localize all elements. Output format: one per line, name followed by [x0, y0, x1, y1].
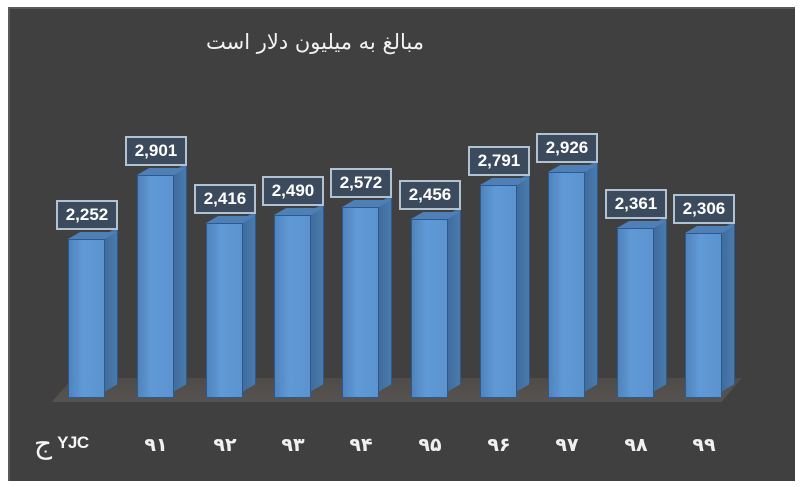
bar: [617, 215, 669, 398]
bar-front-face: [548, 172, 585, 398]
bar-front-face: [617, 228, 654, 398]
logo-text: YJC: [57, 433, 89, 452]
bar: [342, 194, 394, 398]
bar: [685, 220, 737, 398]
bar-front-face: [480, 185, 517, 398]
bar-side-face: [242, 210, 256, 392]
x-axis-label: ۹۲: [213, 434, 237, 456]
x-axis-label: ۹۶: [487, 434, 511, 456]
bar: [548, 159, 600, 398]
bar-side-face: [104, 226, 118, 392]
bar-side-face: [584, 159, 598, 392]
bar: [411, 206, 463, 398]
bar-front-face: [274, 215, 311, 398]
bar-front-face: [411, 219, 448, 398]
x-axis-label: ۹۴: [349, 434, 373, 456]
value-label: 2,416: [194, 184, 256, 214]
bar-side-face: [378, 194, 392, 392]
value-label: 2,306: [673, 194, 735, 224]
value-label: 2,901: [125, 136, 187, 166]
bar: [206, 210, 258, 398]
value-label: 2,361: [605, 189, 667, 219]
bar-front-face: [685, 233, 722, 398]
value-label: 2,456: [399, 180, 461, 210]
chart-title: مبالغ به میلیون دلار است: [205, 30, 425, 54]
bar-side-face: [653, 215, 667, 392]
bar-front-face: [342, 207, 379, 398]
bar-front-face: [137, 175, 174, 398]
bar: [274, 202, 326, 398]
x-axis-label: ۹۵: [418, 434, 442, 456]
bar: [68, 226, 120, 398]
x-axis-label: ۹۱: [144, 434, 168, 456]
bar-side-face: [721, 220, 735, 392]
bar-front-face: [206, 223, 243, 398]
bar-side-face: [173, 162, 187, 392]
bar-side-face: [516, 172, 530, 392]
chart-panel: [8, 7, 795, 481]
x-axis-label: ۹۸: [624, 434, 648, 456]
bar: [137, 162, 189, 398]
x-axis-label: ۹۷: [555, 434, 579, 456]
value-label: 2,791: [468, 146, 530, 176]
value-label: 2,252: [56, 200, 118, 230]
bar-front-face: [68, 239, 105, 398]
yjc-logo: ج YJC: [34, 426, 89, 460]
value-label: 2,490: [262, 176, 324, 206]
bar-side-face: [447, 206, 461, 392]
value-label: 2,572: [330, 168, 392, 198]
bar: [480, 172, 532, 398]
x-axis-label: ۹۳: [281, 434, 305, 456]
x-axis-label: ۹۹: [692, 434, 716, 456]
bar-side-face: [310, 202, 324, 392]
value-label: 2,926: [536, 133, 598, 163]
logo-glyph-icon: ج: [34, 426, 53, 460]
